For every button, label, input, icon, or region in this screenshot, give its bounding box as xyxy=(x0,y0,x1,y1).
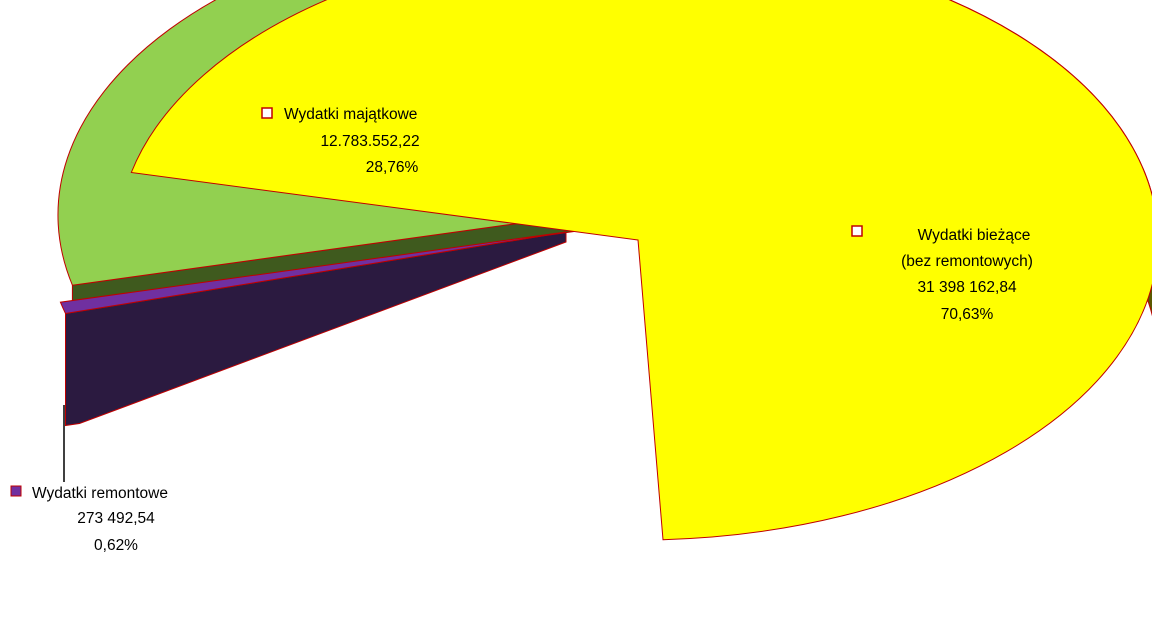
label-name-wydatki-biezace: Wydatki bieżące xyxy=(918,227,1031,244)
data-label-wydatki-biezace: Wydatki bieżące (bez remontowych) 31 398… xyxy=(851,225,1033,323)
data-label-wydatki-remontowe: Wydatki remontowe 273 492,54 0,62% xyxy=(10,485,168,554)
label-percent-wydatki-remontowe: 0,62% xyxy=(94,537,138,554)
slice-wydatki-biezace xyxy=(130,0,1152,541)
label-value-wydatki-majatkowe: 12.783.552,22 xyxy=(320,133,419,150)
label-value-wydatki-remontowe: 273 492,54 xyxy=(77,510,155,527)
label-marker-wydatki-majatkowe xyxy=(261,107,273,119)
label-name-wydatki-majatkowe: Wydatki majątkowe xyxy=(284,106,417,123)
label-value-wydatki-biezace: 31 398 162,84 xyxy=(917,279,1017,296)
label-name2-wydatki-biezace: (bez remontowych) xyxy=(901,253,1033,270)
data-label-wydatki-majatkowe: Wydatki majątkowe 12.783.552,22 28,76% xyxy=(261,106,420,176)
label-percent-wydatki-majatkowe: 28,76% xyxy=(366,159,419,176)
label-percent-wydatki-biezace: 70,63% xyxy=(941,306,994,323)
label-marker-wydatki-remontowe xyxy=(10,485,22,497)
slice-wydatki-remontowe xyxy=(59,231,567,315)
label-marker-wydatki-biezace xyxy=(851,225,863,237)
label-name-wydatki-remontowe: Wydatki remontowe xyxy=(32,485,168,502)
